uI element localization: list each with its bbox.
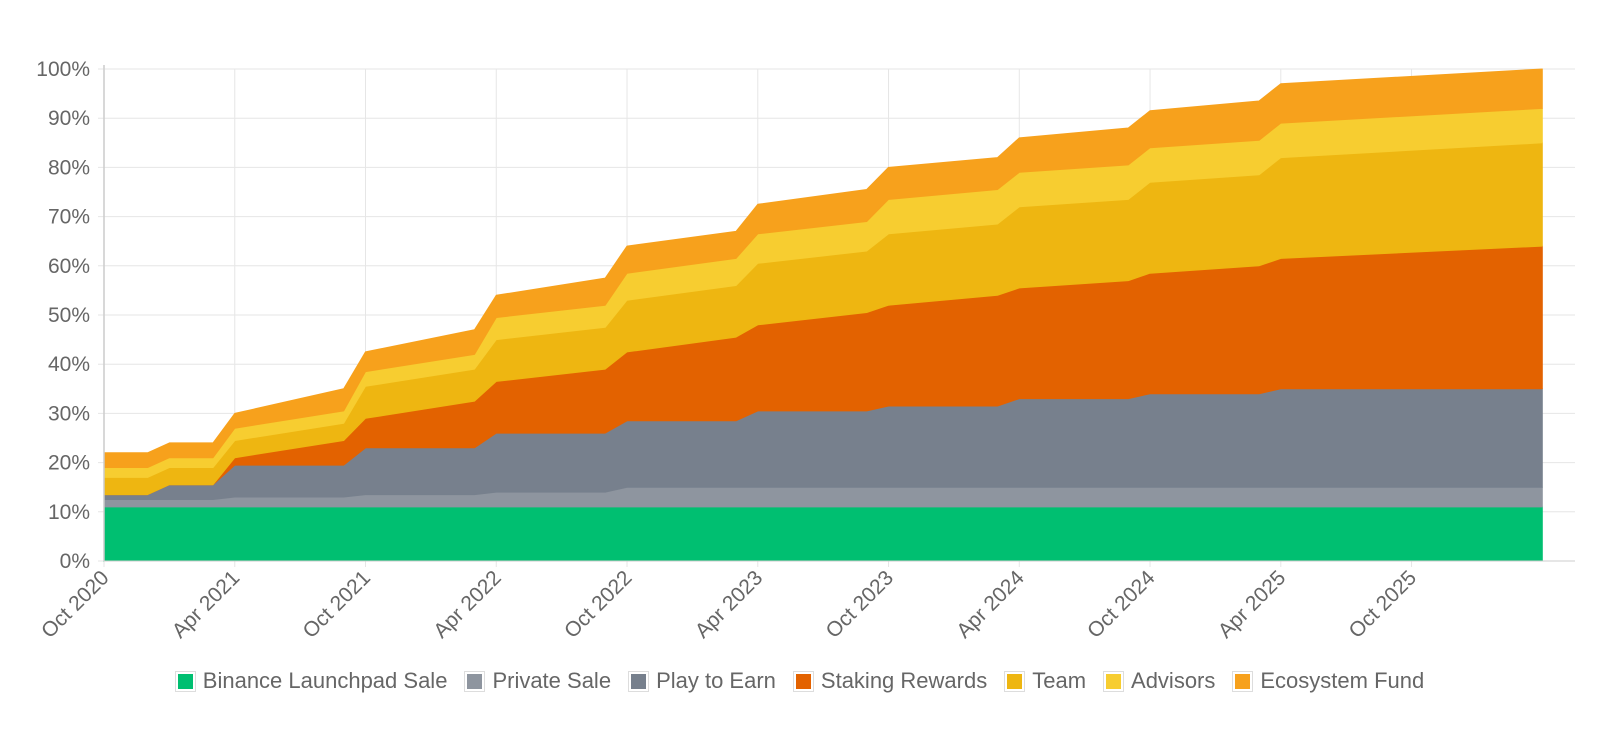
series-area — [103, 506, 1543, 562]
x-tick-label: Oct 2025 — [1345, 566, 1422, 643]
legend-item[interactable]: Ecosystem Fund — [1232, 668, 1425, 694]
x-tick-label: Oct 2023 — [822, 566, 899, 643]
legend-label: Staking Rewards — [820, 668, 988, 693]
legend-swatch — [1004, 670, 1026, 692]
x-tick-label: Apr 2021 — [168, 566, 245, 643]
legend-swatch — [628, 670, 650, 692]
y-tick-label: 30% — [48, 402, 90, 425]
y-tick-label: 20% — [48, 452, 90, 475]
legend-label: Play to Earn — [656, 668, 776, 693]
legend-label: Advisors — [1131, 668, 1216, 693]
x-tick-label: Apr 2024 — [952, 566, 1029, 643]
legend-item[interactable]: Play to Earn — [628, 668, 776, 694]
legend-item[interactable]: Team — [1004, 668, 1087, 694]
y-tick-label: 50% — [48, 304, 90, 327]
x-tick-label: Apr 2025 — [1214, 566, 1291, 643]
y-tick-label: 80% — [48, 156, 90, 179]
legend-label: Private Sale — [492, 668, 612, 693]
y-tick-label: 10% — [48, 501, 90, 524]
series-area — [103, 68, 1543, 468]
x-tick-label: Apr 2023 — [691, 566, 768, 643]
legend-item[interactable]: Binance Launchpad Sale — [174, 668, 448, 694]
x-tick-label: Oct 2022 — [560, 566, 637, 643]
chart-plot: 0% 10% 20% 30% 40% 50% 60% 70% 80% 90% 100% Oct 202… — [36, 58, 1575, 643]
y-tick-label: 90% — [48, 107, 90, 130]
legend-swatch — [464, 670, 486, 692]
x-tick-label: Apr 2022 — [429, 566, 506, 643]
x-tick-label: Oct 2020 — [37, 566, 114, 643]
legend: Binance Launchpad Sale Private Sale Play t… — [0, 668, 1600, 694]
x-tick-label: Oct 2024 — [1083, 566, 1160, 643]
legend-label: Team — [1032, 668, 1087, 693]
legend-item[interactable]: Advisors — [1103, 668, 1216, 694]
y-tick-label: 70% — [48, 206, 90, 229]
x-tick-label: Oct 2021 — [299, 566, 376, 643]
y-tick-label: 100% — [36, 58, 90, 81]
legend-label: Ecosystem Fund — [1260, 668, 1425, 693]
legend-swatch — [1232, 670, 1254, 692]
legend-swatch — [792, 670, 814, 692]
y-tick-label: 40% — [48, 353, 90, 376]
y-tick-label: 0% — [60, 550, 90, 573]
legend-swatch — [1103, 670, 1125, 692]
legend-item[interactable]: Staking Rewards — [792, 668, 988, 694]
stacked-areas — [103, 68, 1543, 562]
legend-label: Binance Launchpad Sale — [202, 668, 448, 693]
y-tick-label: 60% — [48, 255, 90, 278]
legend-swatch — [174, 670, 196, 692]
legend-item[interactable]: Private Sale — [464, 668, 612, 694]
